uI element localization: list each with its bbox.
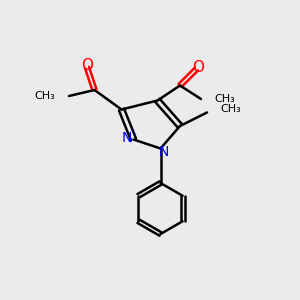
Text: CH₃: CH₃ (214, 94, 235, 104)
Text: CH₃: CH₃ (35, 91, 56, 101)
Text: CH₃: CH₃ (220, 104, 241, 115)
Text: N: N (122, 131, 132, 145)
Text: N: N (158, 145, 169, 158)
Text: O: O (81, 58, 93, 74)
Text: O: O (192, 60, 204, 75)
